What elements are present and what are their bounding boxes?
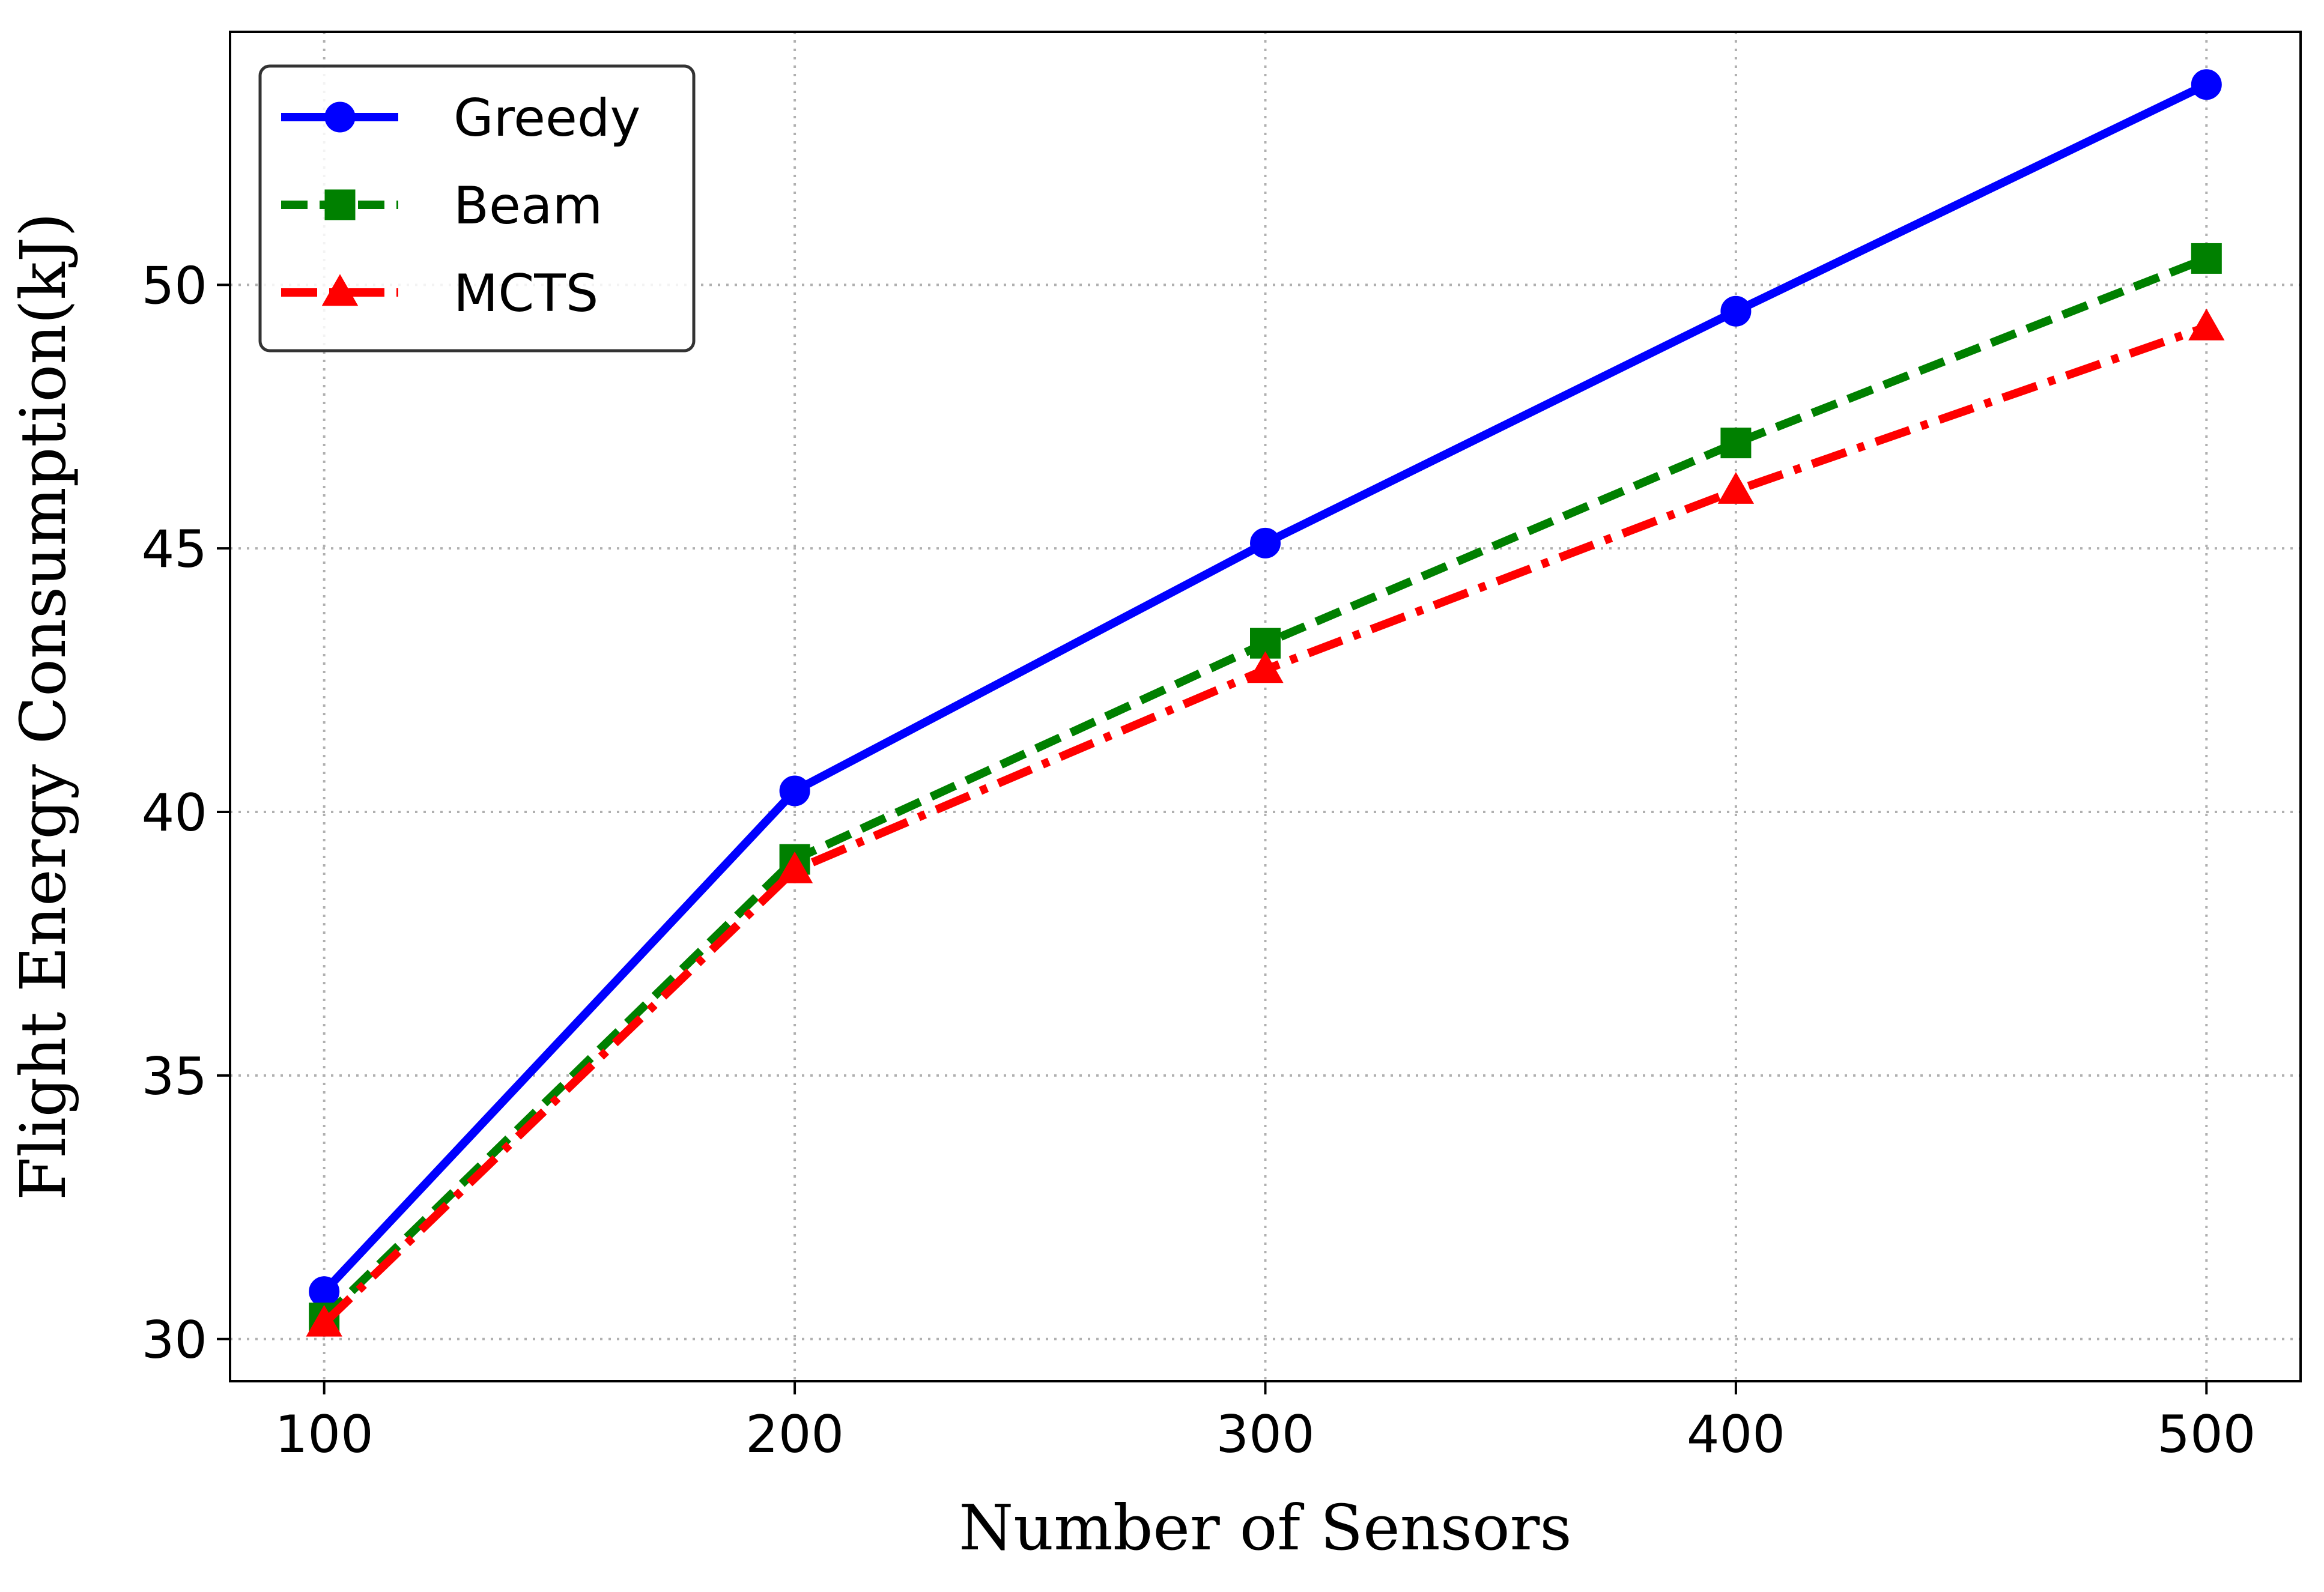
y-tick-label: 30: [142, 1310, 207, 1370]
y-tick-label: 40: [142, 783, 207, 843]
x-tick-label: 500: [2157, 1405, 2256, 1465]
data-point-mcts: [306, 1304, 342, 1337]
legend-marker-greedy: [324, 101, 356, 133]
data-point-mcts: [776, 851, 813, 883]
series-greedy: [309, 69, 2222, 1307]
series-mcts: [306, 308, 2225, 1337]
legend-marker-mcts: [321, 274, 359, 306]
y-axis-title: Flight Energy Consumption(kJ): [7, 213, 80, 1200]
legend-label-mcts: MCTS: [454, 264, 598, 324]
x-axis-title: Number of Sensors: [959, 1491, 1572, 1564]
series-layer: [306, 69, 2225, 1337]
y-tick-label: 35: [142, 1047, 207, 1107]
data-point-beam: [1720, 428, 1752, 459]
x-tick-label: 300: [1216, 1405, 1314, 1465]
data-point-beam: [2191, 243, 2222, 274]
data-point-mcts: [1717, 472, 1755, 504]
legend-box: [258, 64, 696, 353]
legend-marker-beam: [324, 189, 356, 220]
data-point-greedy: [1250, 527, 1281, 558]
legend-label-beam: Beam: [454, 176, 602, 236]
x-tick-label: 200: [745, 1405, 844, 1465]
data-point-greedy: [1720, 295, 1752, 327]
data-point-mcts: [1247, 651, 1284, 683]
data-point-greedy: [779, 775, 810, 807]
y-tick-label: 45: [142, 519, 207, 580]
x-tick-label: 400: [1687, 1405, 1785, 1465]
y-tick-label: 50: [142, 256, 207, 316]
legend-label-greedy: Greedy: [454, 88, 640, 148]
axis-ticks: 100 200 300 400 500 30 35 40 45 50: [142, 256, 2256, 1465]
data-point-greedy: [2191, 69, 2222, 100]
data-point-mcts: [2188, 308, 2225, 340]
x-tick-label: 100: [275, 1405, 374, 1465]
legend: Greedy Beam MCTS: [258, 64, 696, 353]
data-point-greedy: [309, 1276, 340, 1307]
